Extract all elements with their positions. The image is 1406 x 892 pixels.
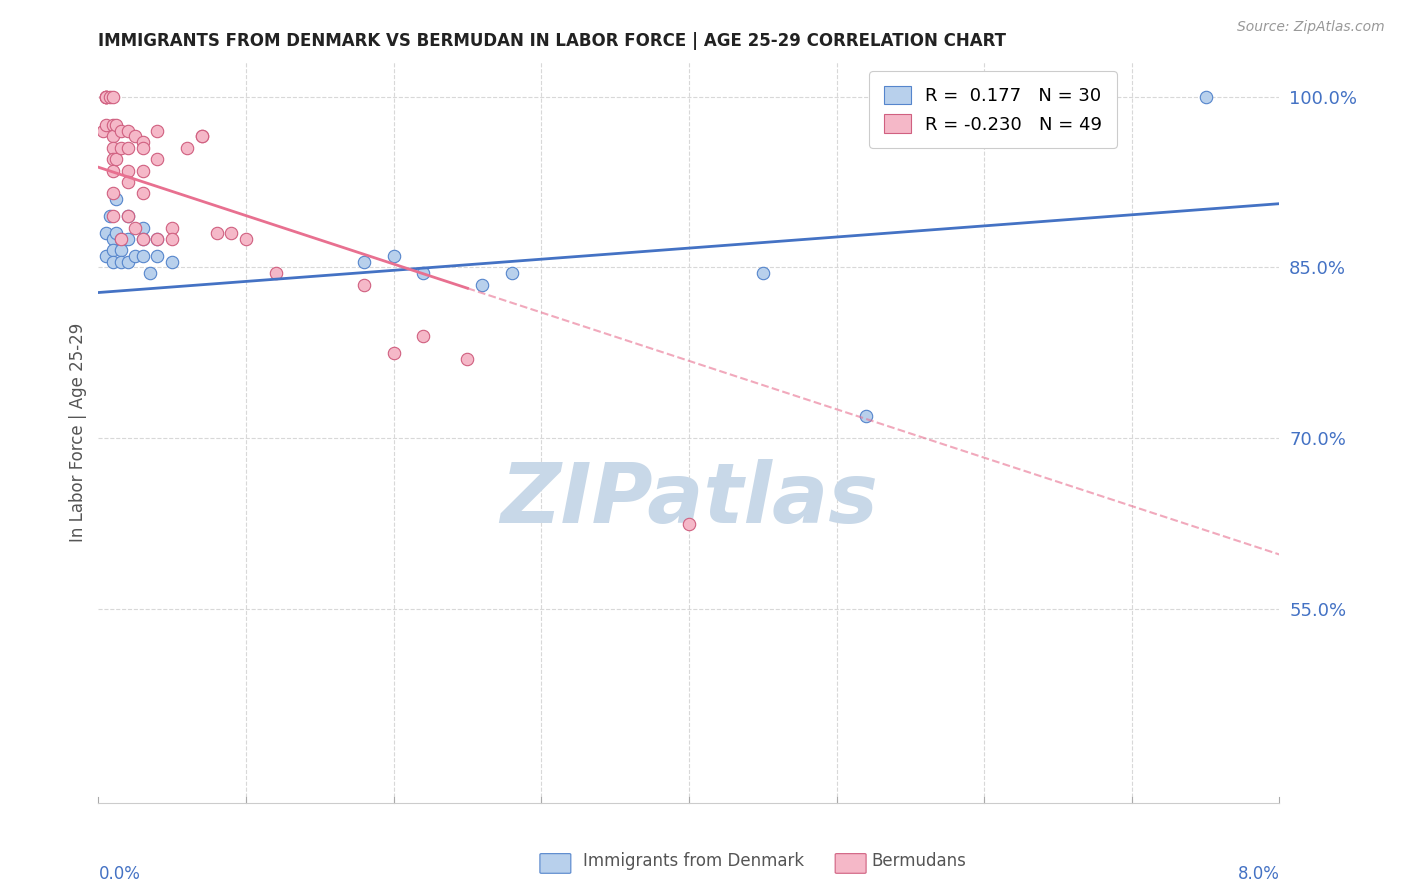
Point	[98, 209, 121, 223]
Point	[146, 232, 169, 246]
Point	[103, 209, 125, 223]
Point	[117, 209, 139, 223]
Point	[162, 220, 183, 235]
Point	[110, 141, 132, 155]
Point	[110, 232, 132, 246]
Text: IMMIGRANTS FROM DENMARK VS BERMUDAN IN LABOR FORCE | AGE 25-29 CORRELATION CHART: IMMIGRANTS FROM DENMARK VS BERMUDAN IN L…	[98, 32, 1007, 50]
Point	[105, 192, 128, 206]
Text: Source: ZipAtlas.com: Source: ZipAtlas.com	[1237, 20, 1385, 34]
Point	[1195, 89, 1218, 103]
Point	[162, 232, 183, 246]
Point	[162, 254, 183, 268]
Point	[191, 129, 214, 144]
Text: Immigrants from Denmark: Immigrants from Denmark	[583, 852, 804, 870]
Point	[146, 232, 169, 246]
Point	[132, 220, 155, 235]
Point	[146, 124, 169, 138]
Point	[124, 129, 146, 144]
Text: Bermudans: Bermudans	[872, 852, 966, 870]
Point	[191, 129, 214, 144]
Point	[124, 220, 146, 235]
Point	[457, 351, 479, 366]
Point	[124, 249, 146, 263]
Point	[103, 244, 125, 258]
Point	[855, 409, 877, 423]
Point	[94, 249, 117, 263]
Point	[117, 163, 139, 178]
Point	[105, 118, 128, 132]
Point	[103, 153, 125, 167]
Y-axis label: In Labor Force | Age 25-29: In Labor Force | Age 25-29	[69, 323, 87, 542]
Point	[117, 124, 139, 138]
Point	[132, 232, 155, 246]
Point	[412, 266, 434, 280]
Point	[235, 232, 257, 246]
Point	[117, 209, 139, 223]
Point	[94, 227, 117, 241]
Point	[94, 89, 117, 103]
Point	[103, 232, 125, 246]
Point	[176, 141, 198, 155]
Point	[110, 232, 132, 246]
Point	[471, 277, 494, 292]
Point	[132, 141, 155, 155]
Point	[139, 266, 162, 280]
Point	[94, 89, 117, 103]
Point	[117, 141, 139, 155]
Point	[382, 346, 405, 360]
Point	[110, 244, 132, 258]
Point	[103, 89, 125, 103]
Point	[132, 232, 155, 246]
Text: 0.0%: 0.0%	[98, 865, 141, 883]
Point	[501, 266, 523, 280]
Point	[146, 249, 169, 263]
Point	[205, 227, 228, 241]
Point	[752, 266, 775, 280]
Text: 8.0%: 8.0%	[1237, 865, 1279, 883]
Point	[98, 89, 121, 103]
Point	[103, 163, 125, 178]
Point	[103, 129, 125, 144]
Point	[132, 186, 155, 201]
Point	[117, 175, 139, 189]
Point	[91, 124, 114, 138]
Point	[132, 163, 155, 178]
Text: ZIPatlas: ZIPatlas	[501, 458, 877, 540]
Point	[117, 254, 139, 268]
Point	[105, 227, 128, 241]
Point	[94, 89, 117, 103]
Legend: R =  0.177   N = 30, R = -0.230   N = 49: R = 0.177 N = 30, R = -0.230 N = 49	[869, 71, 1116, 148]
Point	[110, 124, 132, 138]
Point	[103, 254, 125, 268]
Point	[94, 89, 117, 103]
Point	[353, 277, 375, 292]
Point	[382, 249, 405, 263]
Point	[110, 254, 132, 268]
Point	[146, 153, 169, 167]
Point	[94, 118, 117, 132]
Point	[678, 516, 700, 531]
Point	[103, 186, 125, 201]
Point	[117, 232, 139, 246]
Point	[105, 153, 128, 167]
Point	[221, 227, 243, 241]
Point	[132, 135, 155, 149]
Point	[103, 118, 125, 132]
Point	[412, 328, 434, 343]
Point	[264, 266, 287, 280]
Point	[353, 254, 375, 268]
Point	[132, 249, 155, 263]
Point	[103, 141, 125, 155]
